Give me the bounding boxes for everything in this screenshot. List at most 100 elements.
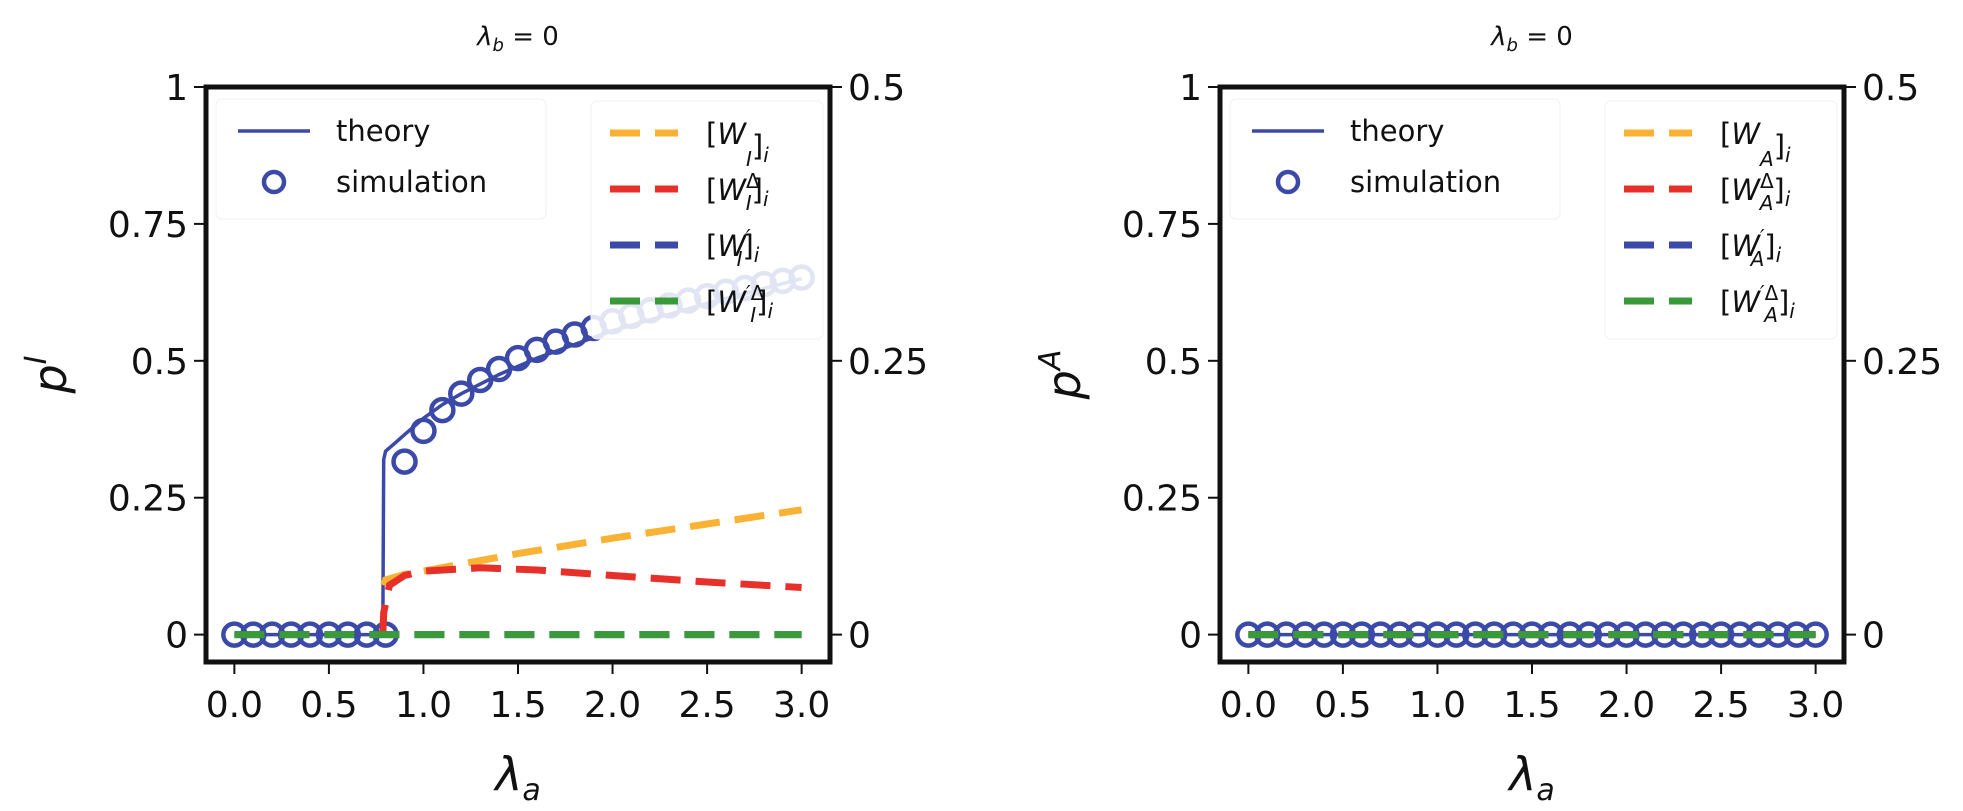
legend-label: [WA]i xyxy=(1720,117,1791,171)
bracket-open: [ xyxy=(706,173,717,207)
y-tick-label: 0.25 xyxy=(108,479,188,520)
prime: ′ xyxy=(746,225,751,249)
y-tick-label: 1 xyxy=(165,68,188,109)
subscript: A xyxy=(1758,191,1774,215)
legend-w-quantities: [WI]i[WΔ I]i[W′ I]i[W′Δ I]i xyxy=(590,100,824,340)
title-value: = 0 xyxy=(1518,22,1573,52)
x-tick-label: 1.0 xyxy=(1409,685,1466,726)
legend-label: [WΔ I]i xyxy=(706,169,769,215)
x-axis-label: λa xyxy=(492,747,541,807)
y-tick-label: 0.25 xyxy=(1122,479,1202,520)
outer-subscript: i xyxy=(767,299,773,323)
legend-frame xyxy=(590,100,824,340)
title-subscript: b xyxy=(1507,35,1518,56)
y-tick-label: 0.5 xyxy=(131,342,188,383)
symbol-w: W xyxy=(717,173,747,207)
legend-simulation-marker-icon xyxy=(261,169,287,195)
right-y-tick-label: 0.5 xyxy=(1862,68,1919,109)
legend-label: theory xyxy=(1350,114,1444,148)
subscript: A xyxy=(1758,147,1774,171)
superscript-delta: Δ xyxy=(1760,169,1774,193)
simulation-point xyxy=(448,380,475,407)
right-y-tick-label: 0 xyxy=(1862,616,1885,657)
legend-simulation-marker-icon xyxy=(1275,169,1301,195)
simulation-point xyxy=(410,417,437,445)
dashed-series-line xyxy=(380,506,803,587)
bracket-open: [ xyxy=(1720,173,1731,207)
right-y-tick-label: 0.25 xyxy=(848,342,928,383)
symbol-w: W xyxy=(717,117,747,151)
ylabel-symbol: p xyxy=(1037,370,1091,400)
x-tick-label: 3.0 xyxy=(773,685,830,726)
legend-label: simulation xyxy=(336,165,487,199)
prime: ′ xyxy=(1760,281,1765,305)
simulation-point xyxy=(485,355,513,383)
xlabel-subscript: a xyxy=(522,773,540,807)
x-tick-label: 1.5 xyxy=(489,685,546,726)
xlabel-subscript: a xyxy=(1536,773,1554,807)
y-tick-label: 0 xyxy=(1179,616,1202,657)
right-y-tick-label: 0.5 xyxy=(848,68,905,109)
bracket-close: ] xyxy=(1773,173,1784,207)
title-symbol: λ xyxy=(1489,22,1506,52)
subscript: A xyxy=(1749,247,1765,271)
bracket-open: [ xyxy=(1720,229,1731,263)
subscript: I xyxy=(750,303,756,327)
outer-subscript: i xyxy=(1789,299,1795,323)
superscript-delta: Δ xyxy=(746,169,760,193)
bracket-close: ] xyxy=(756,285,767,319)
prime: ′ xyxy=(746,281,751,305)
outer-subscript: i xyxy=(1785,187,1791,211)
x-tick-label: 0.5 xyxy=(300,685,357,726)
outer-subscript: i xyxy=(754,243,760,267)
legend-frame xyxy=(1229,98,1561,220)
prime: ′ xyxy=(1760,225,1765,249)
title-symbol: λ xyxy=(475,22,492,52)
chart-title: λb = 0 xyxy=(475,22,559,56)
legend-label: [W′ I]i xyxy=(706,225,760,271)
title-subscript: b xyxy=(493,35,504,56)
x-tick-label: 2.0 xyxy=(1598,685,1655,726)
superscript-delta: Δ xyxy=(1765,281,1779,305)
ylabel-superscript: I xyxy=(19,355,54,364)
x-tick-label: 2.5 xyxy=(1692,685,1749,726)
legend-theory-simulation: theory simulation xyxy=(215,98,547,220)
simulation-point xyxy=(466,366,494,394)
bracket-close: ] xyxy=(752,129,763,163)
symbol-w: W xyxy=(717,229,747,263)
right-y-tick-label: 0 xyxy=(848,616,871,657)
bracket-open: [ xyxy=(1720,285,1731,319)
x-tick-label: 0.0 xyxy=(206,685,263,726)
legend-w-quantities: [WA]i[WΔ A]i[W′ A]i[W′Δ A]i xyxy=(1604,100,1838,340)
symbol-w: W xyxy=(1731,173,1761,207)
bracket-open: [ xyxy=(706,229,717,263)
x-tick-label: 1.5 xyxy=(1503,685,1560,726)
dashed-series-line xyxy=(379,564,802,635)
x-tick-label: 1.0 xyxy=(395,685,452,726)
y-tick-label: 0.75 xyxy=(108,205,188,246)
x-tick-label: 0.5 xyxy=(1314,685,1371,726)
ylabel-superscript: A xyxy=(1033,350,1068,373)
x-tick-label: 2.5 xyxy=(678,685,735,726)
legend-label: [WI]i xyxy=(706,117,769,171)
symbol-w: W xyxy=(1731,229,1761,263)
x-tick-label: 3.0 xyxy=(1787,685,1844,726)
y-tick-label: 1 xyxy=(1179,68,1202,109)
right-y-tick-label: 0.25 xyxy=(1862,342,1942,383)
superscript-delta: Δ xyxy=(751,281,765,305)
ylabel-symbol: p xyxy=(23,364,77,394)
outer-subscript: i xyxy=(1785,143,1791,167)
simulation-point xyxy=(391,448,418,475)
simulation-point xyxy=(429,396,456,424)
y-axis-label: pA xyxy=(1033,350,1091,401)
x-tick-label: 0.0 xyxy=(1220,685,1277,726)
outer-subscript: i xyxy=(763,143,769,167)
title-value: = 0 xyxy=(504,22,559,52)
legend-label: [W′Δ A]i xyxy=(1720,281,1795,327)
bracket-close: ] xyxy=(1778,285,1789,319)
legend-label: [W′Δ I]i xyxy=(706,281,773,327)
series-layer xyxy=(1235,621,1829,648)
x-axis-label: λa xyxy=(1506,747,1555,807)
